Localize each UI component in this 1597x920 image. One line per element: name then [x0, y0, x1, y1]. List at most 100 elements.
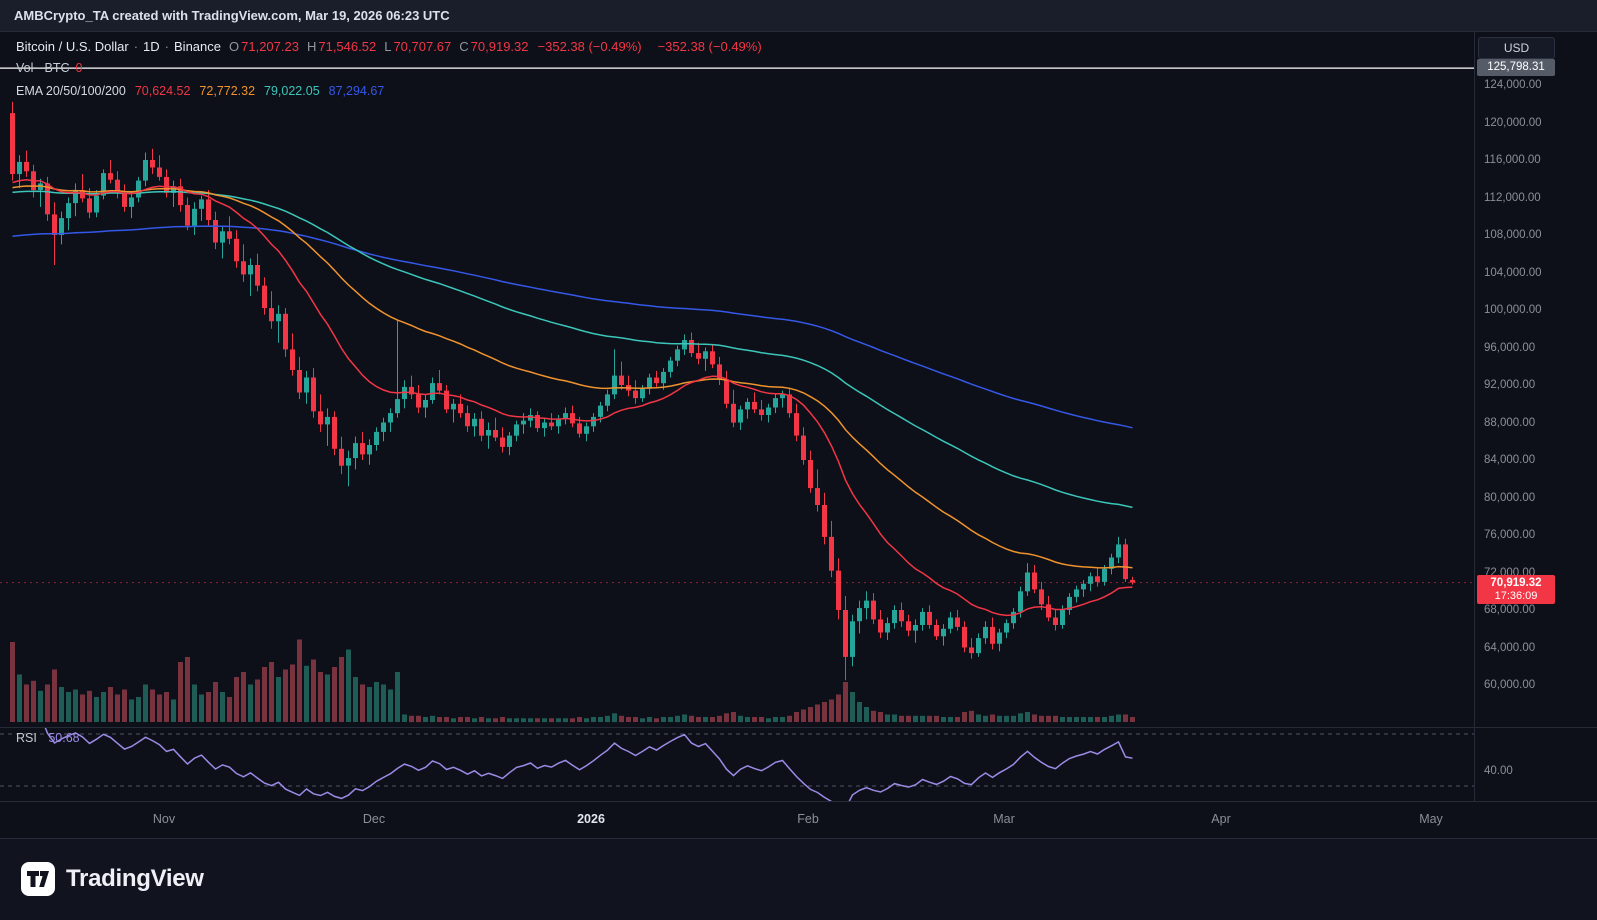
volume-bar — [374, 682, 379, 722]
volume-bar — [10, 642, 15, 722]
volume-bar — [1004, 715, 1009, 723]
volume-bar — [850, 692, 855, 722]
candle-body — [129, 197, 134, 207]
rsi-axis-tick-label: 40.00 — [1484, 765, 1513, 777]
volume-bar — [318, 672, 323, 722]
price-tick-label: 116,000.00 — [1484, 154, 1541, 166]
exchange-label: Binance — [174, 39, 221, 54]
volume-bar — [157, 694, 162, 722]
candle-body — [745, 401, 750, 410]
candle-body — [1004, 623, 1009, 633]
volume-bar — [605, 715, 610, 723]
change-value-secondary: −352.38 (−0.49%) — [657, 39, 762, 54]
candle-body — [409, 386, 414, 395]
candle-body — [185, 205, 190, 226]
price-tick-label: 124,000.00 — [1484, 79, 1542, 91]
volume-bar — [808, 707, 813, 722]
volume-bar — [787, 715, 792, 723]
volume-bar — [906, 715, 911, 723]
candle-body — [801, 435, 806, 460]
volume-bar — [395, 672, 400, 722]
ema-legend-value: 87,294.67 — [328, 84, 385, 98]
candle-body — [1039, 589, 1044, 605]
rsi-pane[interactable] — [0, 727, 1474, 801]
candle-body — [990, 626, 995, 644]
candle-body — [108, 173, 113, 180]
candle-body — [451, 403, 456, 410]
pane-separator[interactable] — [0, 727, 1597, 728]
pane-separator — [0, 838, 1597, 839]
volume-bar — [745, 717, 750, 722]
candle-body — [640, 388, 645, 399]
price-tick-label: 68,000.00 — [1484, 604, 1536, 616]
volume-bar — [367, 687, 372, 722]
candle-body — [878, 619, 883, 633]
footer-bar: TradingView — [0, 838, 1597, 920]
volume-bar — [1130, 717, 1135, 722]
candle-body — [780, 394, 785, 399]
candle-body — [605, 394, 610, 406]
volume-bar — [661, 717, 666, 722]
volume-bar — [73, 689, 78, 722]
candle-body — [724, 379, 729, 404]
candle-body — [353, 443, 358, 459]
volume-bar — [710, 717, 715, 722]
volume-layer — [10, 639, 1135, 723]
volume-bar — [136, 697, 141, 722]
candle-body — [857, 608, 862, 622]
candle-body — [1095, 576, 1100, 582]
volume-bar — [479, 717, 484, 722]
candle-body — [906, 621, 911, 631]
volume-bar — [696, 717, 701, 722]
candle-body — [143, 160, 148, 181]
candle-body — [500, 437, 505, 447]
volume-bar — [1074, 717, 1079, 722]
pane-separator[interactable] — [0, 801, 1597, 802]
volume-bar — [269, 662, 274, 722]
price-tick-label: 100,000.00 — [1484, 304, 1542, 316]
volume-bar — [185, 657, 190, 722]
volume-bar — [647, 717, 652, 722]
volume-bar — [759, 717, 764, 722]
ema-legend-row[interactable]: EMA 20/50/100/200 70,624.52 72,772.32 79,0… — [16, 83, 762, 99]
symbol-legend-row[interactable]: Bitcoin / U.S. Dollar · 1D · Binance O 71… — [16, 39, 762, 55]
ema-100-line — [12, 190, 1133, 509]
candle-body — [493, 430, 498, 438]
candle-body — [248, 265, 253, 275]
chart-legend: Bitcoin / U.S. Dollar · 1D · Binance O 71… — [16, 39, 762, 99]
rsi-legend[interactable]: RSI 50.68 — [16, 731, 80, 745]
volume-bar — [878, 712, 883, 722]
volume-bar — [283, 669, 288, 722]
volume-legend-row[interactable]: Vol · BTC 0 — [16, 60, 762, 76]
candle-body — [885, 623, 890, 633]
price-tick-label: 96,000.00 — [1484, 341, 1536, 354]
ohlc-key: H — [306, 39, 317, 54]
candle-body — [1130, 579, 1135, 583]
symbol-name: Bitcoin / U.S. Dollar — [16, 39, 129, 54]
time-axis[interactable]: Nov Dec 2026 Feb Mar Apr May — [0, 802, 1597, 838]
candle-body — [360, 443, 365, 455]
price-tick-label: 64,000.00 — [1484, 641, 1536, 654]
price-chart-pane[interactable] — [0, 32, 1474, 727]
volume-bar — [325, 674, 330, 722]
candle-body — [1074, 589, 1079, 597]
volume-bar — [612, 713, 617, 723]
candle-body — [388, 413, 393, 423]
tradingview-logo[interactable]: TradingView — [20, 861, 204, 897]
candle-body — [346, 458, 351, 466]
price-axis[interactable]: 125,798.31 70,919.32 17:36:09 40.00 124,… — [1474, 32, 1597, 801]
candle-body — [535, 415, 540, 429]
candle-body — [297, 370, 302, 393]
candle-body — [619, 375, 624, 385]
candle-body — [164, 176, 169, 193]
currency-button[interactable]: USD — [1478, 37, 1555, 59]
candle-body — [234, 238, 239, 262]
candle-body — [171, 186, 176, 193]
volume-bar — [416, 715, 421, 723]
candle-body — [514, 424, 519, 436]
volume-bar — [297, 639, 302, 722]
candle-body — [269, 308, 274, 322]
candle-body — [1025, 572, 1030, 592]
volume-bar — [143, 684, 148, 722]
volume-bar — [500, 717, 505, 722]
